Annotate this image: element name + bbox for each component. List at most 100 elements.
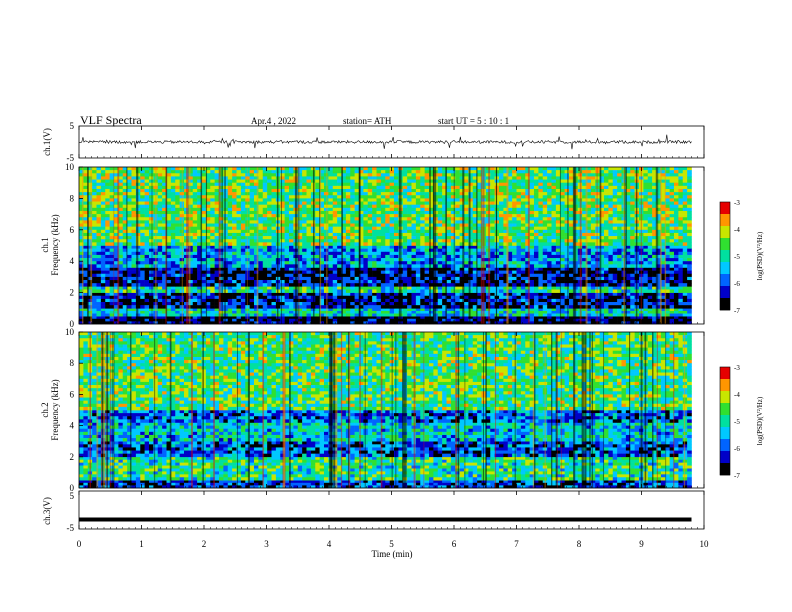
spectrogram-cell <box>354 264 360 268</box>
spectrogram-cell <box>525 321 530 325</box>
spectrogram-cell <box>586 245 592 249</box>
spectrogram-cell <box>389 318 395 322</box>
spectrogram-cell <box>341 308 347 312</box>
spectrogram-cell <box>529 182 535 187</box>
spectrogram-cell <box>284 283 290 287</box>
spectrogram-cell <box>179 305 185 309</box>
spectrogram-cell <box>302 185 307 190</box>
spectrogram-cell <box>245 316 250 320</box>
spectrogram-cell <box>184 283 189 287</box>
spectrogram-cell <box>127 267 132 271</box>
spectrogram-cell <box>652 245 657 249</box>
spectrogram-cell <box>197 321 202 325</box>
spectrogram-cell <box>205 167 211 171</box>
spectrogram-cell <box>240 298 246 303</box>
spectrogram-cell <box>79 176 84 180</box>
spectrogram-cell <box>595 286 600 290</box>
spectrogram-cell <box>271 316 277 320</box>
spectrogram-cell <box>385 182 390 187</box>
spectrogram-cell <box>617 248 622 253</box>
spectrogram-cell <box>569 286 574 290</box>
spectrogram-cell <box>184 254 189 259</box>
spectrogram-cell <box>560 192 565 196</box>
spectrogram-cell <box>306 318 312 322</box>
spectrogram-cell <box>595 258 600 262</box>
spectrogram-cell <box>144 179 150 183</box>
spectrogram-cell <box>512 261 517 265</box>
spectrogram-cell <box>350 195 355 199</box>
spectrogram-cell <box>188 298 194 303</box>
spectrogram-cell <box>608 295 614 300</box>
spectrogram-cell <box>678 295 684 300</box>
spectrogram-cell <box>608 270 614 275</box>
spectrogram-cell <box>79 170 84 174</box>
spectrogram-cell <box>214 258 220 262</box>
spectrogram-cell <box>337 286 342 290</box>
spectrogram-cell <box>472 179 478 183</box>
spectrogram-cell <box>407 254 412 259</box>
spectrogram-cell <box>83 254 89 259</box>
spectrogram-cell <box>328 192 334 196</box>
spectrogram-cell <box>153 167 159 171</box>
spectrogram-cell <box>459 185 465 190</box>
spectrogram-cell <box>639 280 644 284</box>
spectrogram-cell <box>665 192 670 196</box>
spectrogram-cell <box>201 195 207 199</box>
spectrogram-cell <box>590 316 596 320</box>
spectrogram-cell <box>564 305 570 309</box>
spectrogram-cell <box>350 182 355 187</box>
spectrogram-cell <box>271 195 277 199</box>
spectrogram-cell <box>367 286 373 290</box>
spectrogram-cell <box>122 176 128 180</box>
spectrogram-cell <box>507 170 513 174</box>
spectrogram-cell <box>245 308 250 312</box>
spectrogram-cell <box>582 248 587 253</box>
spectrogram-cell <box>271 167 277 171</box>
spectrogram-cell <box>205 173 211 177</box>
spectrogram-cell <box>669 267 675 271</box>
spectrogram-cell <box>455 313 460 317</box>
spectrogram-cell <box>639 298 644 303</box>
spectrogram-cell <box>315 310 320 314</box>
spectrogram-cell <box>481 264 487 268</box>
spectrogram-cell <box>232 289 237 293</box>
spectrogram-cell <box>437 173 443 177</box>
spectrogram-cell <box>660 316 666 320</box>
spectrogram-cell <box>652 188 657 193</box>
spectrogram-cell <box>92 298 97 303</box>
spectrogram-cell <box>429 182 434 187</box>
spectrogram-cell <box>534 276 539 281</box>
spectrogram-cell <box>450 173 456 177</box>
spectrogram-cell <box>577 276 583 281</box>
spectrogram-cell <box>372 179 377 183</box>
spectrogram-cell <box>188 167 194 171</box>
spectrogram-cell <box>442 318 447 322</box>
spectrogram-cell <box>376 286 382 290</box>
spectrogram-cell <box>420 267 425 271</box>
spectrogram-cell <box>411 318 417 322</box>
spectrogram-cell <box>302 167 307 171</box>
spectrogram-cell <box>127 188 132 193</box>
spectrogram-cell <box>140 292 145 297</box>
spectrogram-cell <box>249 173 255 177</box>
spectrogram-cell <box>372 305 377 309</box>
spectrogram-cell <box>245 289 250 293</box>
spectrogram-cell <box>232 310 237 314</box>
spectrogram-cell <box>372 248 377 253</box>
spectrogram-cell <box>324 289 329 293</box>
spectrogram-cell <box>197 195 202 199</box>
spectrogram-cell <box>507 298 513 303</box>
spectrogram-cell <box>442 302 447 306</box>
spectrogram-cell <box>214 310 220 314</box>
spectrogram-cell <box>105 283 110 287</box>
spectrogram-cell <box>332 176 338 180</box>
spectrogram-cell <box>96 305 102 309</box>
spectrogram-cell <box>227 298 233 303</box>
spectrogram-cell <box>245 195 250 199</box>
spectrogram-cell <box>280 167 285 171</box>
spectrogram-cell <box>551 289 557 293</box>
spectrogram-cell <box>162 267 167 271</box>
spectrogram-cell <box>389 185 395 190</box>
spectrogram-cell <box>254 192 259 196</box>
spectrogram-cell <box>429 251 434 256</box>
